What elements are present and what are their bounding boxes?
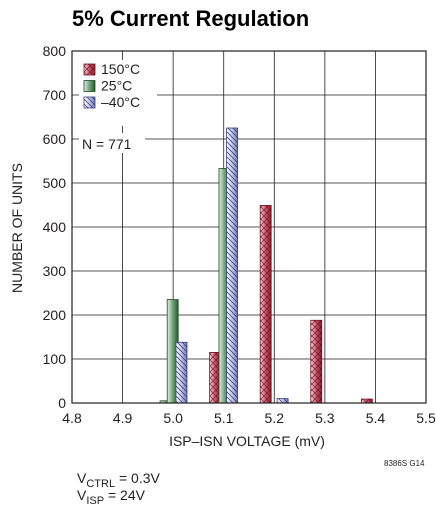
- bar-hatch: [226, 128, 238, 403]
- chart-title: 5% Current Regulation: [72, 6, 309, 31]
- bar-hatch: [260, 205, 272, 403]
- x-tick-label: 4.8: [62, 410, 82, 426]
- x-axis-ticks: 4.8 4.9 5.0 5.1 5.2 5.3 5.4 5.5: [62, 410, 436, 426]
- y-tick-label: 700: [43, 87, 67, 103]
- legend-label: 25°C: [101, 78, 132, 94]
- plot-frame: [71, 50, 427, 404]
- legend-swatch-hatch: [84, 64, 95, 75]
- y-tick-label: 400: [43, 219, 67, 235]
- legend-swatch-hatch: [84, 97, 95, 108]
- legend-swatch: [83, 80, 96, 92]
- visp-symbol: V: [77, 487, 87, 503]
- figure-code: 8386S G14: [384, 459, 425, 468]
- bar-hatch: [209, 352, 221, 403]
- vctrl-symbol: V: [77, 470, 87, 486]
- legend-label: 150°C: [101, 61, 140, 77]
- bars: [159, 127, 373, 404]
- y-tick-label: 100: [43, 351, 67, 367]
- vctrl-condition: VCTRL = 0.3V: [77, 470, 160, 490]
- y-tick-label: 600: [43, 131, 67, 147]
- vctrl-value: = 0.3V: [115, 470, 160, 486]
- x-tick-label: 5.1: [214, 410, 234, 426]
- x-tick-label: 5.3: [315, 410, 335, 426]
- visp-value: = 24V: [104, 487, 146, 503]
- x-tick-label: 5.4: [366, 410, 386, 426]
- sample-count-background: [79, 133, 145, 153]
- bar-hatch: [277, 398, 289, 403]
- y-axis-label: NUMBER OF UNITS: [9, 163, 25, 293]
- x-tick-label: 5.5: [416, 410, 436, 426]
- visp-subscript: ISP: [86, 495, 104, 507]
- x-axis-label: ISP–ISN VOLTAGE (mV): [169, 433, 325, 449]
- y-tick-label: 300: [43, 263, 67, 279]
- legend: 150°C25°C–40°C: [79, 60, 157, 153]
- y-tick-label: 200: [43, 307, 67, 323]
- sample-count: N = 771: [82, 136, 132, 152]
- y-tick-label: 0: [58, 395, 66, 411]
- bar-hatch: [310, 320, 322, 403]
- y-tick-label: 800: [43, 43, 67, 59]
- bar-hatch: [175, 342, 187, 403]
- bar-hatch: [361, 399, 373, 403]
- y-tick-label: 500: [43, 175, 67, 191]
- y-axis-ticks: 0 100 200 300 400 500 600 700 800: [43, 43, 67, 411]
- x-tick-label: 5.0: [163, 410, 183, 426]
- x-tick-label: 5.2: [265, 410, 285, 426]
- visp-condition: VISP = 24V: [77, 487, 146, 507]
- legend-label: –40°C: [101, 94, 140, 110]
- x-tick-label: 4.9: [113, 410, 133, 426]
- vctrl-subscript: CTRL: [86, 478, 115, 490]
